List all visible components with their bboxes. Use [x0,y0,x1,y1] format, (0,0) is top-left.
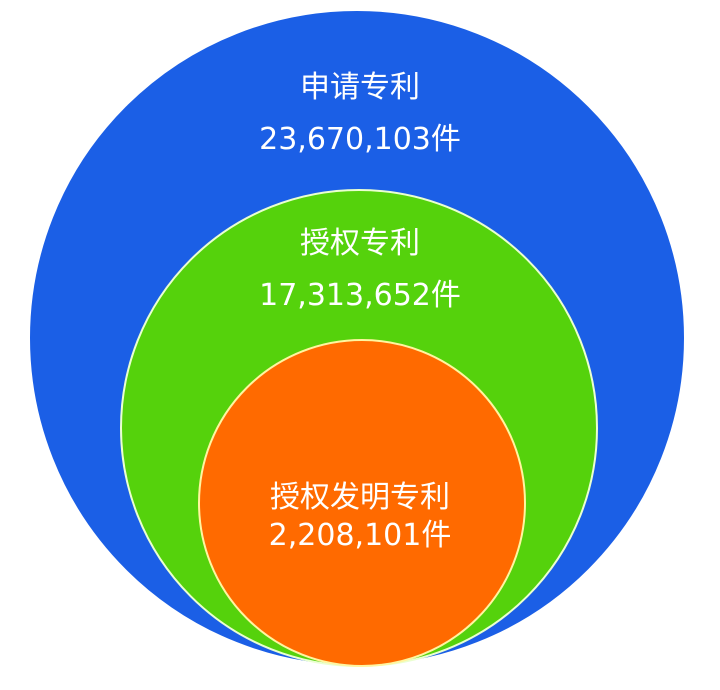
granted-invention-patents-label: 授权发明专利 [270,480,450,515]
granted-patents-label: 授权专利 [300,226,420,261]
granted-patents-value: 17,313,652件 [259,278,461,313]
applied-patents-value: 23,670,103件 [259,122,461,157]
granted-invention-patents-value: 2,208,101件 [268,518,452,553]
circle-granted-invention-patents [198,339,526,667]
applied-patents-label: 申请专利 [300,70,420,105]
